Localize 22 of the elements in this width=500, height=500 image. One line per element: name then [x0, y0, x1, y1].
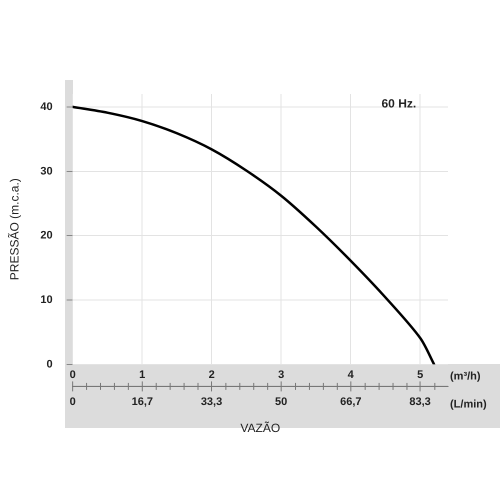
y-tick-label: 20 [40, 230, 53, 242]
y-tick-label: 10 [40, 294, 53, 306]
y-tick-label: 30 [40, 165, 53, 178]
y-tick-label: 40 [40, 100, 53, 113]
x-tick-label: 3 [278, 369, 284, 382]
x-tick-label: 4 [348, 369, 355, 382]
text: (L/min) [450, 398, 487, 410]
x2-tick-label: 0 [70, 396, 76, 408]
x2-tick-label: 83,3 [409, 396, 431, 408]
x2-tick-label: 16,7 [132, 396, 153, 408]
annotation: 60 Hz. [382, 96, 416, 110]
x-tick-label: 2 [208, 369, 215, 382]
text: (m³/h) [450, 370, 481, 382]
x-axis-title: VAZÃO [240, 421, 280, 436]
x-tick-label: 1 [139, 369, 146, 382]
x2-tick-label: 66,7 [340, 396, 362, 408]
x-tick-label: 5 [417, 369, 424, 382]
y-axis-title: PRESSÃO (m.c.a.) [8, 178, 22, 280]
x2-tick-label: 50 [275, 396, 288, 408]
x2-tick-label: 33,3 [200, 396, 222, 408]
y-tick-label: 0 [46, 358, 53, 370]
x-tick-label: 0 [70, 369, 76, 382]
